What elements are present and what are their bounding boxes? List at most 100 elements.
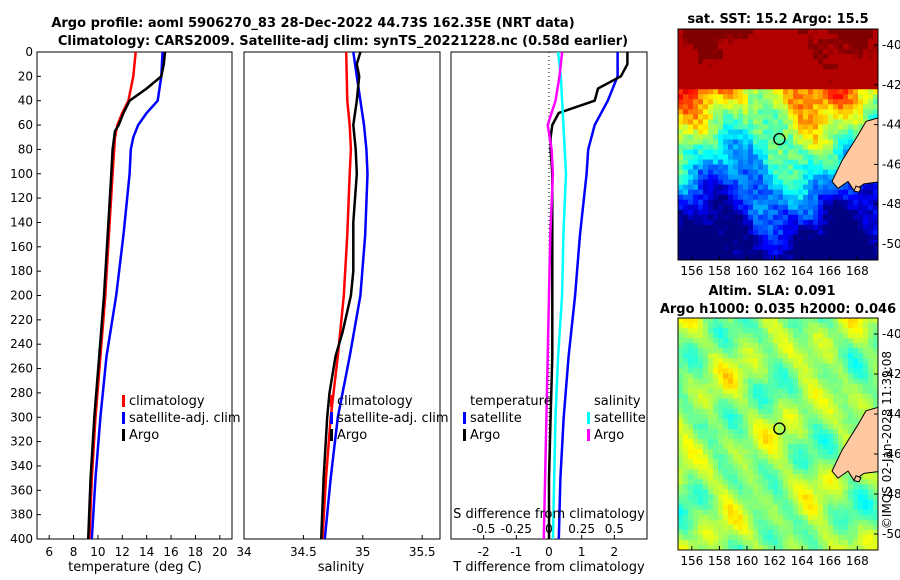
map-y-tick-label: -40 — [882, 327, 900, 341]
x-tick-label: 20 — [212, 545, 227, 559]
sla-argo-location-marker — [773, 422, 786, 435]
legend-climatology-label: climatology — [337, 394, 413, 409]
y-tick-label: 400 — [10, 532, 33, 546]
sst-map-title: sat. SST: 15.2 Argo: 15.5 — [687, 12, 868, 27]
legend-satellite-swatch — [122, 412, 125, 424]
temperature-axes — [36, 51, 233, 540]
legend-satellite-swatch — [330, 412, 333, 424]
y-tick-label: 140 — [10, 215, 33, 229]
s-diff-tick-label: -0.5 — [472, 522, 495, 536]
figure-title-line2: Climatology: CARS2009. Satellite-adj cli… — [58, 34, 628, 49]
x-tick-label: 16 — [163, 545, 178, 559]
map-x-tick-label: 160 — [736, 554, 759, 568]
y-tick-label: 260 — [10, 362, 33, 376]
map-x-tick-label: 158 — [708, 554, 731, 568]
y-tick-label: 100 — [10, 167, 33, 181]
y-tick-label: 340 — [10, 459, 33, 473]
map-y-tick-label: -48 — [882, 487, 900, 501]
map-x-tick-label: 158 — [708, 264, 731, 278]
x-tick-label: 35.5 — [409, 545, 436, 559]
y-tick-label: 320 — [10, 435, 33, 449]
series-satellite-adj-clim-line — [90, 52, 164, 539]
difference-legend-salinity: salinity satellite Argo — [587, 394, 646, 443]
series-argo-line — [86, 52, 167, 539]
y-tick-label: 40 — [18, 94, 33, 108]
map-y-tick-label: -50 — [882, 237, 900, 251]
legend-argo-label: Argo — [129, 428, 159, 443]
x-tick-label: -1 — [510, 545, 522, 559]
legend-climatology-swatch — [330, 395, 333, 407]
sst-map-panel: sat. SST: 15.2 Argo: 15.5 156 158 160 162 16… — [677, 12, 900, 278]
y-tick-label: 280 — [10, 386, 33, 400]
land-mass-stewart-island — [853, 185, 862, 193]
y-tick-label: 200 — [10, 289, 33, 303]
y-tick-label: 60 — [18, 118, 33, 132]
temperature-difference-xlabel: T difference from climatology — [452, 560, 645, 575]
series-s-argo-line — [542, 52, 564, 539]
map-y-tick-label: -42 — [882, 367, 900, 381]
legend-temperature-heading: temperature — [470, 394, 552, 409]
legend-argo-swatch — [330, 429, 333, 441]
s-diff-tick-label: -0.25 — [501, 522, 532, 536]
x-tick-label: -2 — [478, 545, 490, 559]
sst-map-axes — [677, 28, 879, 261]
map-x-tick-label: 160 — [736, 264, 759, 278]
legend-s-argo-label: Argo — [594, 428, 624, 443]
figure-title-line1: Argo profile: aoml 5906270_83 28-Dec-202… — [51, 16, 574, 31]
legend-s-satellite-label: satellite — [594, 411, 646, 426]
s-diff-tick-label: 0.25 — [568, 522, 595, 536]
y-tick-label: 180 — [10, 264, 33, 278]
x-tick-label: 34.5 — [290, 545, 317, 559]
y-tick-label: 380 — [10, 508, 33, 522]
legend-t-argo-label: Argo — [470, 428, 500, 443]
x-tick-label: 18 — [188, 545, 203, 559]
s-diff-tick-label: 0 — [545, 522, 553, 536]
y-tick-label: 20 — [18, 69, 33, 83]
map-x-tick-label: 164 — [791, 554, 814, 568]
map-x-tick-label: 156 — [680, 554, 703, 568]
series-argo-line — [319, 52, 362, 539]
y-tick-label: 0 — [25, 45, 33, 59]
s-diff-tick-label: 0.5 — [605, 522, 624, 536]
sla-map-axes — [677, 317, 879, 551]
legend-s-satellite-swatch — [587, 412, 590, 424]
land-mass-south-island — [831, 406, 878, 482]
map-x-tick-label: 164 — [791, 264, 814, 278]
map-x-tick-label: 156 — [680, 264, 703, 278]
x-tick-label: 8 — [70, 545, 78, 559]
y-tick-label: 360 — [10, 483, 33, 497]
legend-s-argo-swatch — [587, 429, 590, 441]
legend-climatology-swatch — [122, 395, 125, 407]
y-tick-label: 160 — [10, 240, 33, 254]
x-tick-label: 6 — [45, 545, 53, 559]
legend-satellite-label: satellite-adj. clim — [129, 411, 241, 426]
series-s-satellite-line — [551, 52, 568, 539]
map-x-tick-label: 166 — [818, 554, 841, 568]
map-y-tick-label: -44 — [882, 118, 900, 132]
map-y-tick-label: -48 — [882, 197, 900, 211]
map-y-tick-label: -44 — [882, 407, 900, 421]
difference-legend-temperature: temperature satellite Argo — [463, 394, 552, 443]
imos-timestamp-label: ©IMOS 02-Jan-2023 11:39:08 — [880, 351, 894, 529]
x-tick-label: 1 — [578, 545, 586, 559]
legend-t-satellite-label: satellite — [470, 411, 522, 426]
sst-argo-location-marker — [773, 132, 786, 146]
sla-map-title-line1: Altim. SLA: 0.091 — [709, 284, 836, 299]
map-x-tick-label: 166 — [818, 264, 841, 278]
x-tick-label: 2 — [611, 545, 619, 559]
legend-satellite-label: satellite-adj. clim — [337, 411, 449, 426]
temperature-legend: climatology satellite-adj. clim Argo — [122, 394, 241, 443]
series-satellite-adj-clim-line — [323, 52, 369, 539]
x-tick-label: 35 — [355, 545, 370, 559]
map-x-tick-label: 168 — [846, 264, 869, 278]
legend-argo-swatch — [122, 429, 125, 441]
temperature-xlabel: temperature (deg C) — [68, 560, 202, 575]
series-climatology-line — [321, 52, 353, 539]
x-tick-label: 14 — [139, 545, 154, 559]
salinity-difference-label: S difference from climatology — [453, 507, 645, 522]
y-tick-label: 120 — [10, 191, 33, 205]
y-tick-label: 300 — [10, 410, 33, 424]
map-x-tick-label: 162 — [763, 264, 786, 278]
x-tick-label: 0 — [545, 545, 553, 559]
